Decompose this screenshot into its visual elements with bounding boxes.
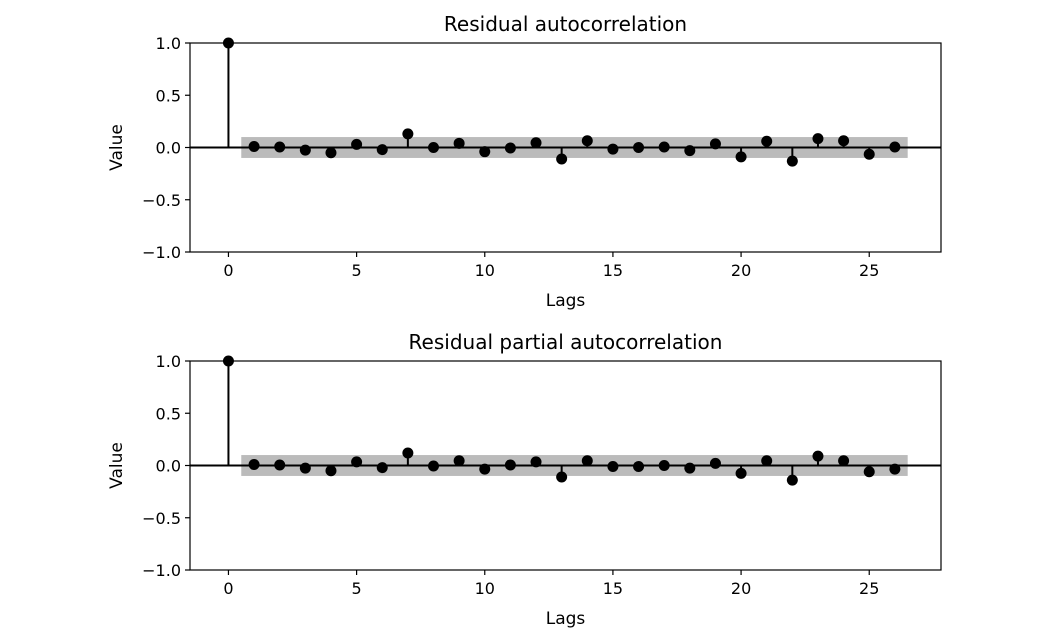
acf-x-tick-label: 25 bbox=[859, 261, 879, 280]
pacf-marker bbox=[351, 456, 363, 468]
pacf-marker bbox=[735, 467, 747, 479]
acf-x-tick-label: 0 bbox=[223, 261, 233, 280]
pacf-panel: 0 5 10 15 20 25 1.0 0.5 0.0 −0.5 −1.0 Residual part… bbox=[107, 330, 942, 629]
acf-x-axis-label: Lags bbox=[546, 291, 586, 311]
pacf-y-tick-label: 0.0 bbox=[156, 457, 181, 476]
pacf-marker bbox=[889, 463, 901, 475]
acf-y-tick-label: 1.0 bbox=[156, 34, 181, 53]
acf-marker bbox=[376, 144, 388, 156]
acf-marker bbox=[427, 142, 439, 153]
acf-marker bbox=[786, 155, 798, 167]
pacf-marker bbox=[402, 447, 414, 459]
acf-marker bbox=[479, 146, 491, 158]
pacf-y-tick-label: 0.5 bbox=[156, 404, 181, 423]
acf-title: Residual autocorrelation bbox=[444, 12, 687, 36]
acf-marker bbox=[556, 153, 568, 165]
acf-y-tick-label: −1.0 bbox=[142, 243, 181, 262]
pacf-y-tick-label: −1.0 bbox=[142, 561, 181, 580]
pacf-marker bbox=[658, 460, 670, 471]
pacf-marker bbox=[812, 450, 824, 462]
pacf-y-tick-label: −0.5 bbox=[142, 509, 181, 528]
pacf-marker bbox=[863, 466, 875, 478]
pacf-x-axis-label: Lags bbox=[546, 609, 586, 629]
pacf-marker bbox=[607, 461, 619, 473]
acf-marker bbox=[761, 135, 773, 147]
pacf-marker bbox=[581, 455, 593, 467]
acf-marker bbox=[684, 145, 696, 157]
pacf-title: Residual partial autocorrelation bbox=[409, 330, 723, 354]
acf-marker bbox=[299, 144, 311, 156]
pacf-x-tick-label: 20 bbox=[731, 579, 751, 598]
acf-marker bbox=[325, 147, 337, 159]
acf-marker bbox=[889, 141, 901, 153]
acf-marker bbox=[838, 135, 850, 147]
acf-marker bbox=[607, 143, 619, 155]
pacf-marker bbox=[299, 462, 311, 474]
pacf-marker bbox=[453, 455, 465, 467]
acf-marker bbox=[504, 142, 516, 154]
acf-x-tick-label: 5 bbox=[352, 261, 362, 280]
acf-marker bbox=[351, 138, 363, 150]
acf-marker bbox=[658, 141, 670, 153]
pacf-marker bbox=[274, 459, 286, 471]
pacf-marker bbox=[504, 459, 516, 471]
acf-marker bbox=[274, 141, 286, 153]
pacf-marker bbox=[761, 455, 773, 467]
acf-marker bbox=[581, 135, 593, 147]
pacf-marker bbox=[248, 458, 260, 470]
pacf-x-tick-label: 0 bbox=[223, 579, 233, 598]
acf-panel: 0 5 10 15 20 25 1.0 0.5 0.0 −0.5 −1.0 Residual auto… bbox=[107, 12, 942, 311]
pacf-marker bbox=[633, 461, 645, 473]
pacf-marker bbox=[684, 462, 696, 474]
acf-marker bbox=[812, 133, 824, 145]
acf-x-tick-label: 15 bbox=[603, 261, 623, 280]
pacf-y-tick-label: 1.0 bbox=[156, 352, 181, 371]
acf-x-tick-label: 10 bbox=[475, 261, 495, 280]
acf-marker bbox=[709, 138, 721, 150]
pacf-marker bbox=[786, 474, 798, 486]
pacf-x-tick-label: 5 bbox=[352, 579, 362, 598]
acf-marker bbox=[530, 137, 542, 149]
acf-marker bbox=[735, 151, 747, 163]
pacf-marker bbox=[325, 465, 337, 477]
acf-marker bbox=[453, 137, 465, 149]
pacf-marker bbox=[556, 471, 568, 483]
pacf-x-tick-label: 25 bbox=[859, 579, 879, 598]
acf-marker bbox=[248, 140, 260, 152]
acf-y-tick-label: 0.5 bbox=[156, 86, 181, 105]
pacf-marker bbox=[427, 460, 439, 472]
pacf-x-tick-label: 15 bbox=[603, 579, 623, 598]
acf-marker bbox=[863, 148, 875, 160]
acf-y-tick-label: 0.0 bbox=[156, 139, 181, 158]
pacf-x-tick-label: 10 bbox=[475, 579, 495, 598]
pacf-marker bbox=[376, 462, 388, 474]
acf-y-axis-label: Value bbox=[107, 124, 127, 171]
pacf-marker bbox=[530, 456, 542, 468]
acf-marker bbox=[402, 128, 414, 140]
acf-x-tick-label: 20 bbox=[731, 261, 751, 280]
acf-marker bbox=[633, 142, 645, 153]
acf-y-tick-label: −0.5 bbox=[142, 191, 181, 210]
pacf-marker bbox=[709, 457, 721, 469]
pacf-marker bbox=[479, 463, 491, 475]
pacf-y-axis-label: Value bbox=[107, 442, 127, 489]
pacf-marker bbox=[838, 455, 850, 467]
